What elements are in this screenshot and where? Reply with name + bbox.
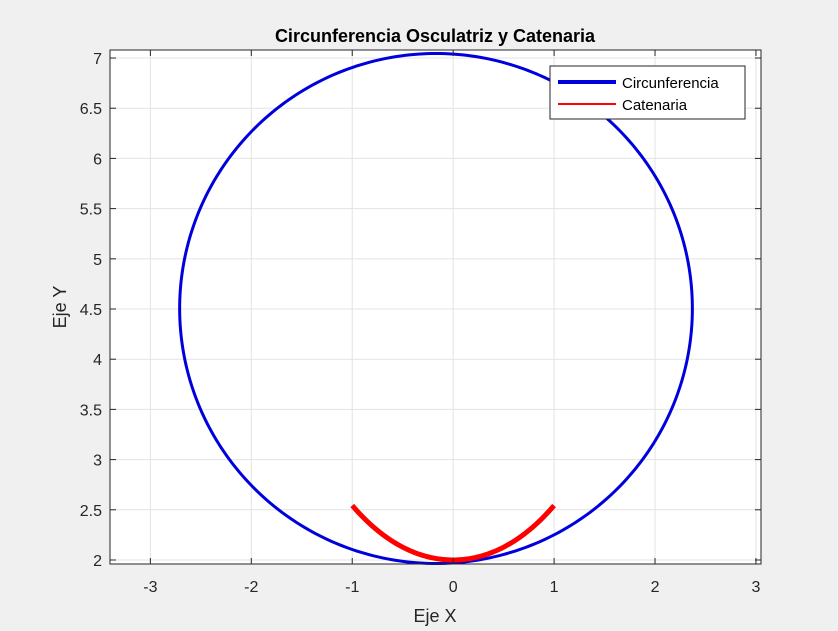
y-tick-label: 2.5 [80, 503, 102, 520]
legend-box [549, 65, 746, 120]
y-axis-title: Eje Y [50, 286, 70, 329]
grid [110, 50, 761, 564]
x-tick-label: 2 [651, 579, 660, 596]
y-tick-label: 7 [93, 51, 102, 68]
chart-title: Circunferencia Osculatriz y Catenaria [275, 26, 596, 46]
legend-label-circunferencia: Circunferencia [622, 75, 719, 92]
x-tick-label: -3 [143, 579, 157, 596]
y-tick-label: 4 [93, 352, 102, 369]
x-tick-label: -1 [345, 579, 359, 596]
y-tick-label: 6 [93, 151, 102, 168]
legend: Circunferencia Catenaria [549, 65, 746, 120]
y-tick-label: 5.5 [80, 202, 102, 219]
x-tick-label: 3 [752, 579, 761, 596]
y-tick-label: 4.5 [80, 302, 102, 319]
x-axis-title: Eje X [413, 606, 456, 626]
y-tick-labels: 2 2.5 3 3.5 4 4.5 5 5.5 6 6.5 7 [80, 51, 102, 570]
y-tick-label: 3.5 [80, 402, 102, 419]
y-tick-label: 3 [93, 453, 102, 470]
x-tick-labels: -3 -2 -1 0 1 2 3 [143, 579, 760, 596]
y-tick-label: 2 [93, 553, 102, 570]
y-tick-label: 5 [93, 252, 102, 269]
axes-background [110, 50, 761, 564]
y-tick-label: 6.5 [80, 101, 102, 118]
x-tick-label: -2 [244, 579, 258, 596]
x-tick-label: 1 [550, 579, 559, 596]
x-tick-label: 0 [449, 579, 458, 596]
legend-label-catenaria: Catenaria [622, 97, 688, 114]
ticks [110, 50, 761, 564]
axes-box [109, 49, 762, 565]
